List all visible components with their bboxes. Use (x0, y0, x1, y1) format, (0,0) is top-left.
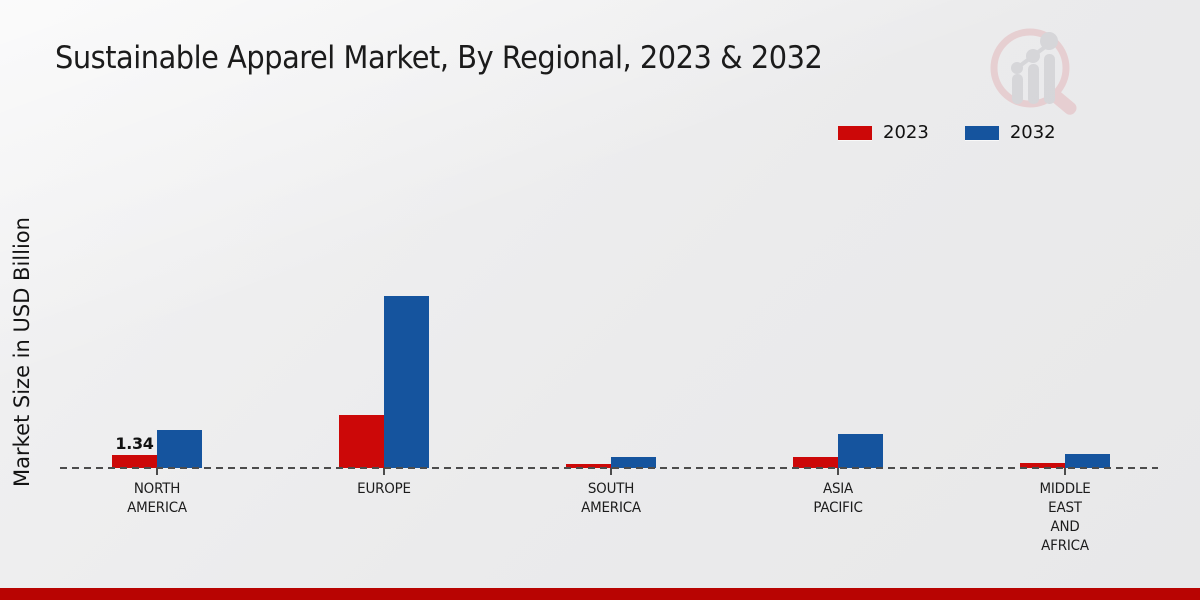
category-label-line: PACIFIC (813, 500, 863, 516)
category-label-line: AMERICA (581, 500, 641, 516)
legend-swatch-2032 (964, 125, 999, 140)
zero-baseline (60, 467, 1158, 469)
category-label-line: ASIA (822, 481, 854, 497)
bar-2023-asia-pacific (793, 457, 838, 468)
bar-2023-south-america (566, 464, 611, 468)
magnifier-bar-chart-logo-icon (990, 28, 1077, 115)
category-label-north-america: NORTH AMERICA (80, 480, 234, 518)
bar-2032-north-america (157, 430, 202, 468)
legend-item-2023: 2023 (838, 122, 929, 143)
bar-2023-europe (339, 415, 384, 468)
bar-2023-middle-east-and-africa (1020, 463, 1065, 468)
x-axis-tick-asia-pacific (837, 468, 839, 475)
bar-2023-north-america (112, 455, 157, 468)
category-label-line: MIDDLE (1039, 481, 1091, 497)
category-label-europe: EUROPE (307, 480, 461, 499)
bar-value-label-2023-north-america: 1.34 (115, 433, 154, 453)
x-axis-tick-north-america (156, 468, 158, 475)
category-label-line: AND (1050, 519, 1080, 535)
bar-2032-asia-pacific (838, 434, 883, 468)
legend-item-2032: 2032 (964, 122, 1056, 143)
category-label-line: EAST (1048, 500, 1082, 516)
bar-2032-middle-east-and-africa (1065, 454, 1110, 468)
category-label-asia-pacific: ASIA PACIFIC (761, 480, 915, 518)
legend-label-2032: 2032 (1009, 122, 1056, 143)
category-label-south-america: SOUTH AMERICA (534, 480, 688, 518)
category-label-line: EUROPE (357, 481, 411, 497)
category-label-middle-east-and-africa: MIDDLE EAST AND AFRICA (988, 480, 1142, 556)
legend-swatch-2023 (838, 125, 872, 140)
footer-band (0, 588, 1200, 600)
x-axis-tick-europe (383, 468, 385, 475)
bar-2032-south-america (611, 457, 656, 468)
category-label-line: SOUTH (587, 481, 635, 497)
chart-title: Sustainable Apparel Market, By Regional,… (55, 40, 823, 76)
category-label-line: NORTH (133, 481, 181, 497)
legend: 2023 2032 (838, 122, 1056, 143)
legend-label-2023: 2023 (883, 122, 929, 143)
category-label-line: AFRICA (1041, 538, 1089, 554)
x-axis-tick-middle-east-and-africa (1064, 468, 1066, 475)
bar-2032-europe (384, 296, 429, 468)
x-axis-tick-south-america (610, 468, 612, 475)
category-label-line: AMERICA (127, 500, 187, 516)
